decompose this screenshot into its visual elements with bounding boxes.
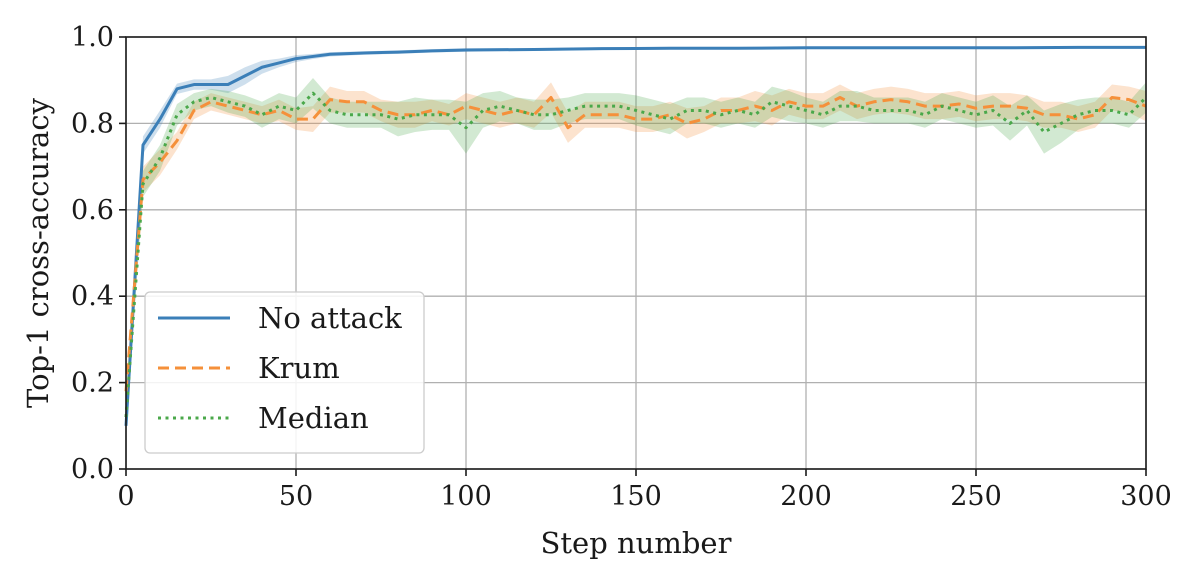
legend-box: [144, 291, 425, 454]
series-line-krum: [124, 95, 1147, 392]
axis-ticks: 0 50 100 150 200 250 300 0.0 0.2 0.4 0.6 0.8 1.0: [71, 22, 1172, 512]
y-tick-label: 0.6: [71, 195, 114, 226]
legend-label-no-attack: No attack: [258, 301, 402, 335]
y-tick-label: 0.2: [71, 368, 114, 399]
y-tick-label: 0.8: [71, 108, 114, 139]
x-tick-label: 250: [950, 481, 1002, 512]
band-krum: [126, 82, 1146, 400]
legend-label-krum: Krum: [258, 351, 340, 385]
y-tick-label: 0.4: [71, 281, 114, 312]
x-tick-label: 150: [610, 481, 662, 512]
x-axis-label: Step number: [541, 526, 732, 560]
series-line-median: [124, 91, 1148, 418]
x-tick-label: 100: [440, 481, 492, 512]
x-tick-label: 50: [279, 481, 313, 512]
y-axis-label: Top-1 cross-accuracy: [21, 97, 55, 408]
legend: No attack Krum Median: [144, 291, 425, 454]
series-line-no-attack: [124, 45, 1146, 426]
x-tick-label: 300: [1120, 481, 1172, 512]
legend-label-median: Median: [258, 401, 369, 435]
y-tick-label: 1.0: [71, 22, 114, 53]
x-tick-label: 200: [780, 481, 832, 512]
y-tick-label: 0.0: [71, 454, 114, 485]
series-lines: [124, 45, 1148, 426]
x-tick-label: 0: [117, 481, 134, 512]
band-median: [126, 78, 1146, 426]
